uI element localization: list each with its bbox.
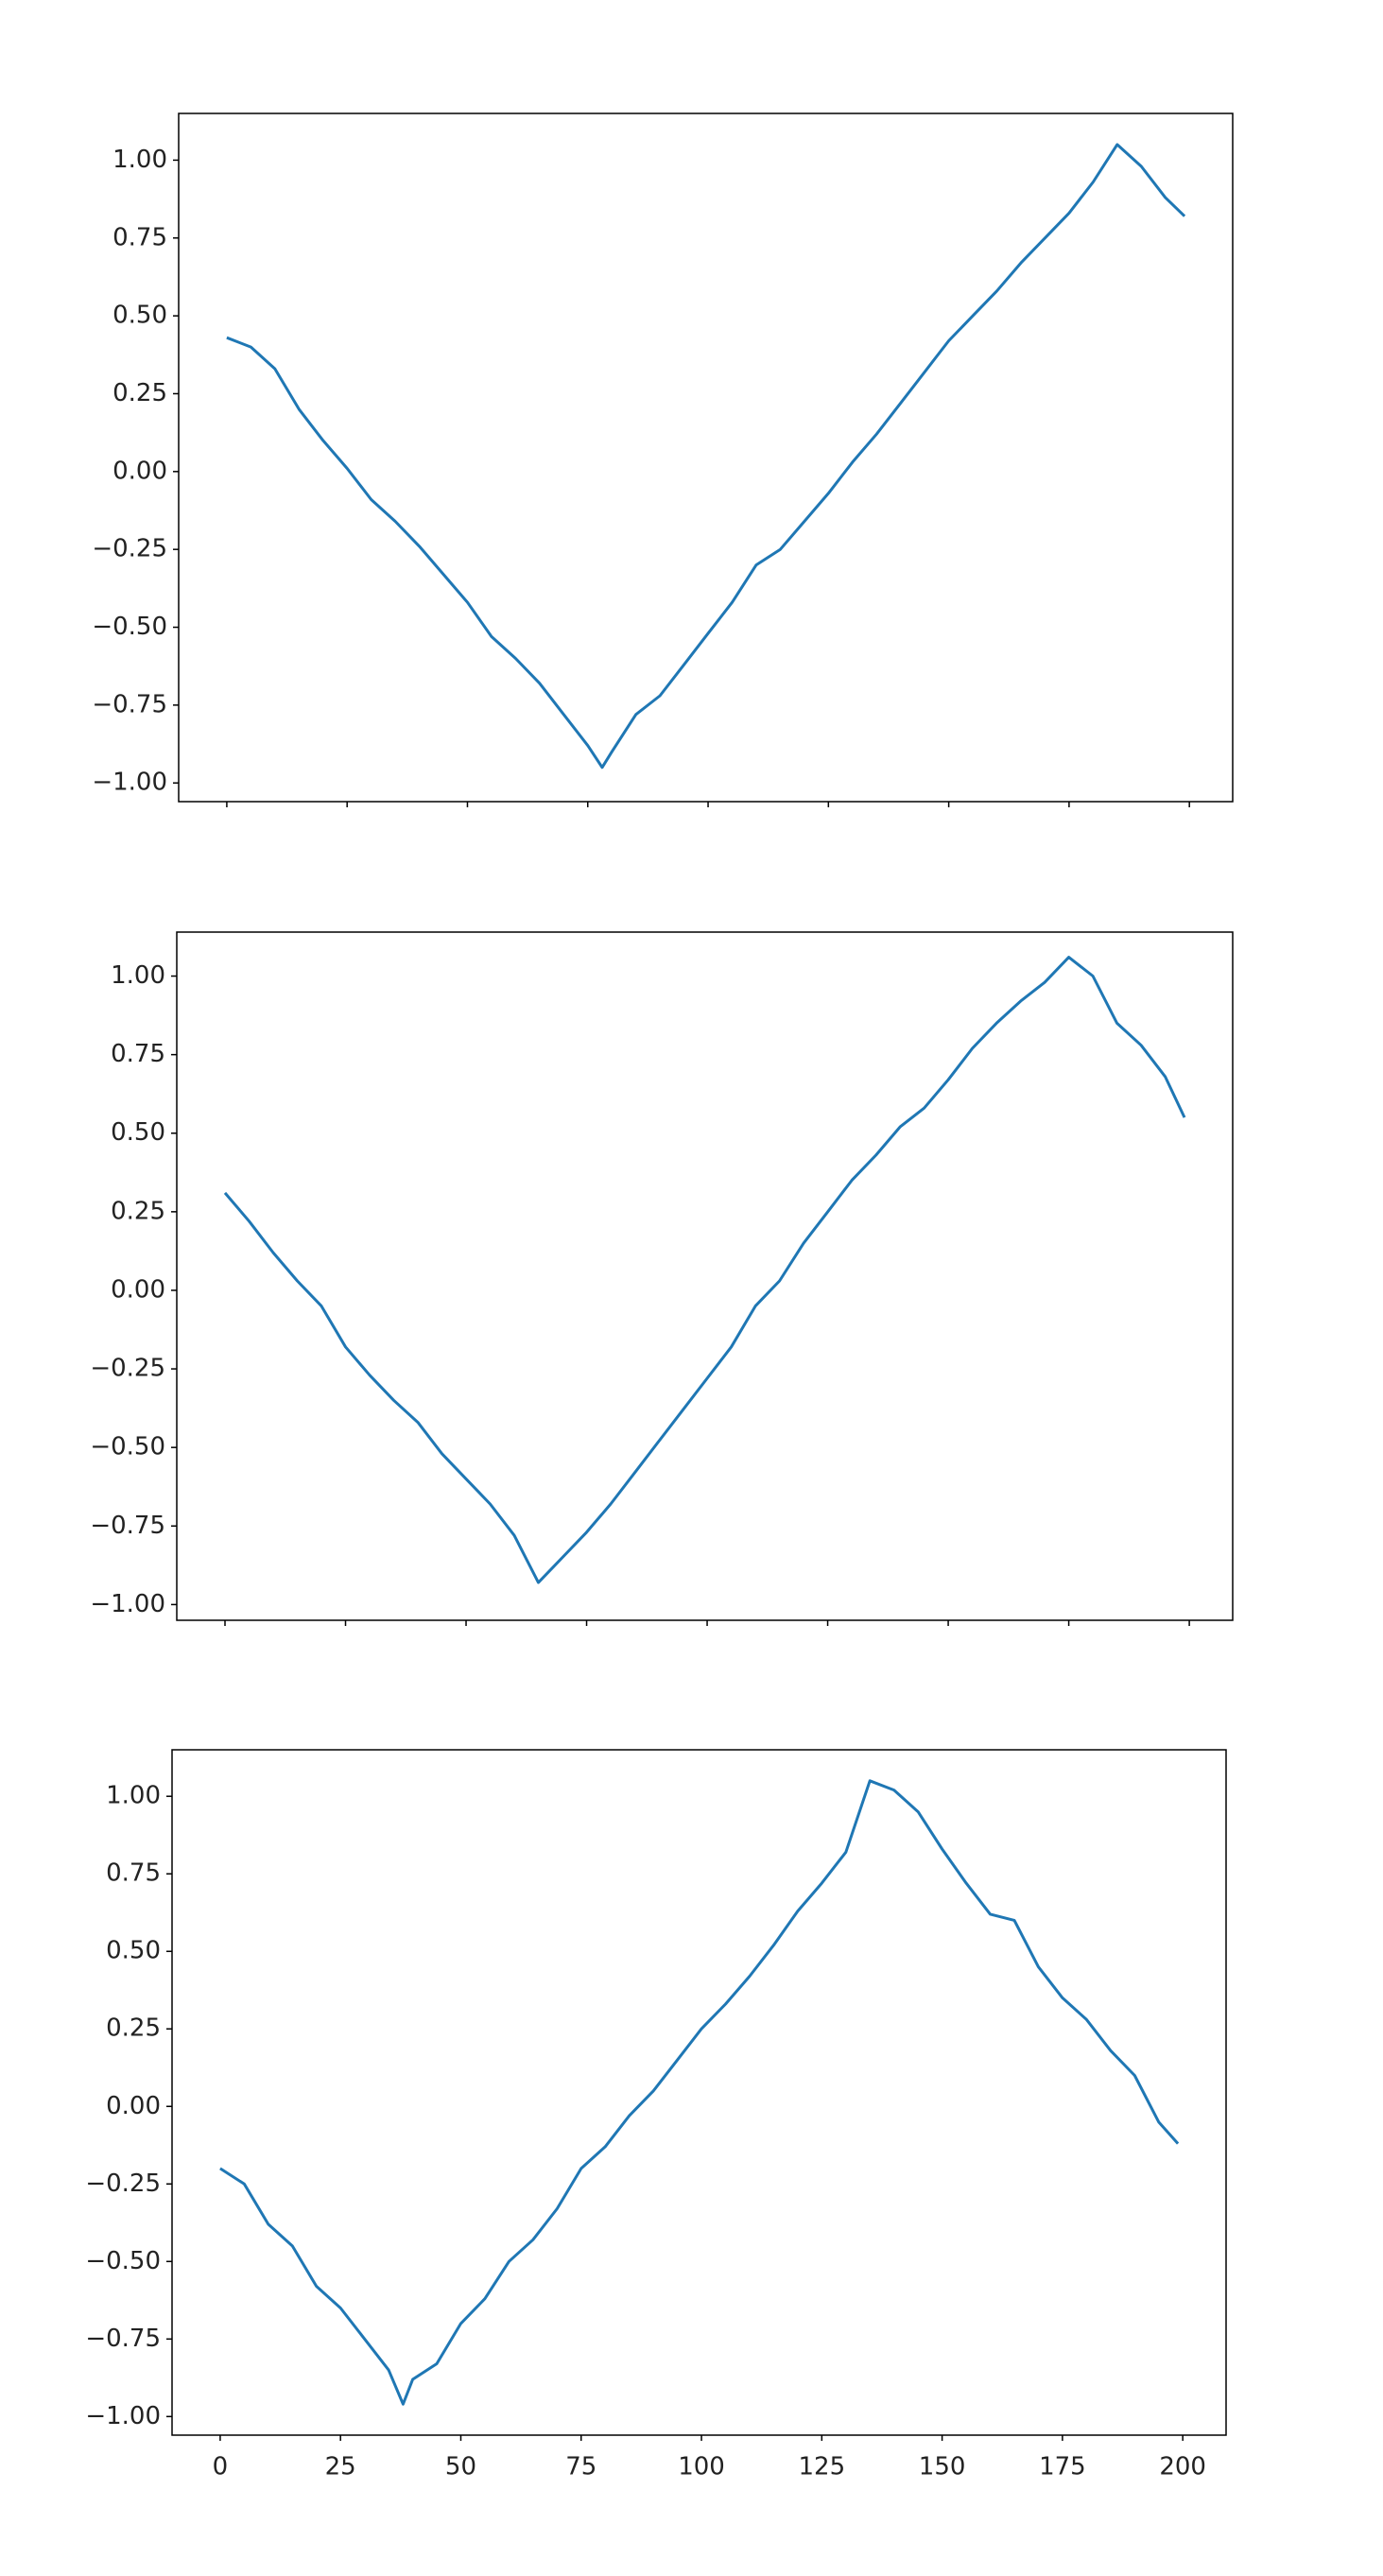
axes-frame (171, 1749, 1227, 2436)
y-tick-label: 0.50 (106, 1937, 161, 1965)
y-tick-label: 0.00 (111, 1275, 165, 1304)
y-tick-label: −0.25 (90, 1355, 165, 1383)
y-tick-label: 1.00 (111, 961, 165, 990)
axes-frame (178, 112, 1234, 803)
y-tick-label: −0.25 (85, 2170, 161, 2198)
y-tick-label: −0.50 (92, 613, 167, 641)
y-tick-label: 0.50 (111, 1118, 165, 1147)
y-tick-label: −1.00 (92, 769, 167, 797)
y-tick-label: 0.25 (112, 379, 167, 407)
y-tick-label: −0.75 (92, 690, 167, 718)
y-tick-label: −0.75 (85, 2325, 161, 2353)
y-tick-label: −1.00 (85, 2402, 161, 2430)
y-tick-label: −0.25 (92, 535, 167, 563)
x-tick-label: 25 (325, 2453, 356, 2481)
data-line (219, 1779, 1180, 2406)
axes-frame (176, 931, 1234, 1621)
y-tick-label: −0.50 (90, 1433, 165, 1461)
data-line (223, 956, 1186, 1584)
y-tick-label: 0.50 (112, 302, 167, 330)
y-tick-label: 0.00 (106, 2092, 161, 2120)
x-tick-label: 100 (678, 2453, 725, 2481)
y-tick-label: 0.75 (112, 223, 167, 251)
y-tick-label: 1.00 (106, 1782, 161, 1810)
y-tick-label: 1.00 (112, 146, 167, 174)
y-tick-label: −0.75 (90, 1512, 165, 1540)
y-tick-label: 0.75 (106, 1859, 161, 1888)
x-tick-label: 150 (919, 2453, 966, 2481)
x-tick-label: 175 (1039, 2453, 1086, 2481)
data-line (226, 143, 1186, 769)
x-tick-label: 0 (213, 2453, 229, 2481)
y-tick-label: 0.25 (111, 1197, 165, 1225)
y-tick-label: −1.00 (90, 1590, 165, 1618)
x-tick-label: 75 (565, 2453, 596, 2481)
x-tick-label: 50 (445, 2453, 476, 2481)
y-tick-label: 0.75 (111, 1040, 165, 1068)
y-tick-label: 0.00 (112, 457, 167, 485)
y-tick-label: −0.50 (85, 2247, 161, 2275)
y-tick-label: 0.25 (106, 2014, 161, 2043)
x-tick-label: 200 (1159, 2453, 1206, 2481)
x-tick-label: 125 (799, 2453, 846, 2481)
